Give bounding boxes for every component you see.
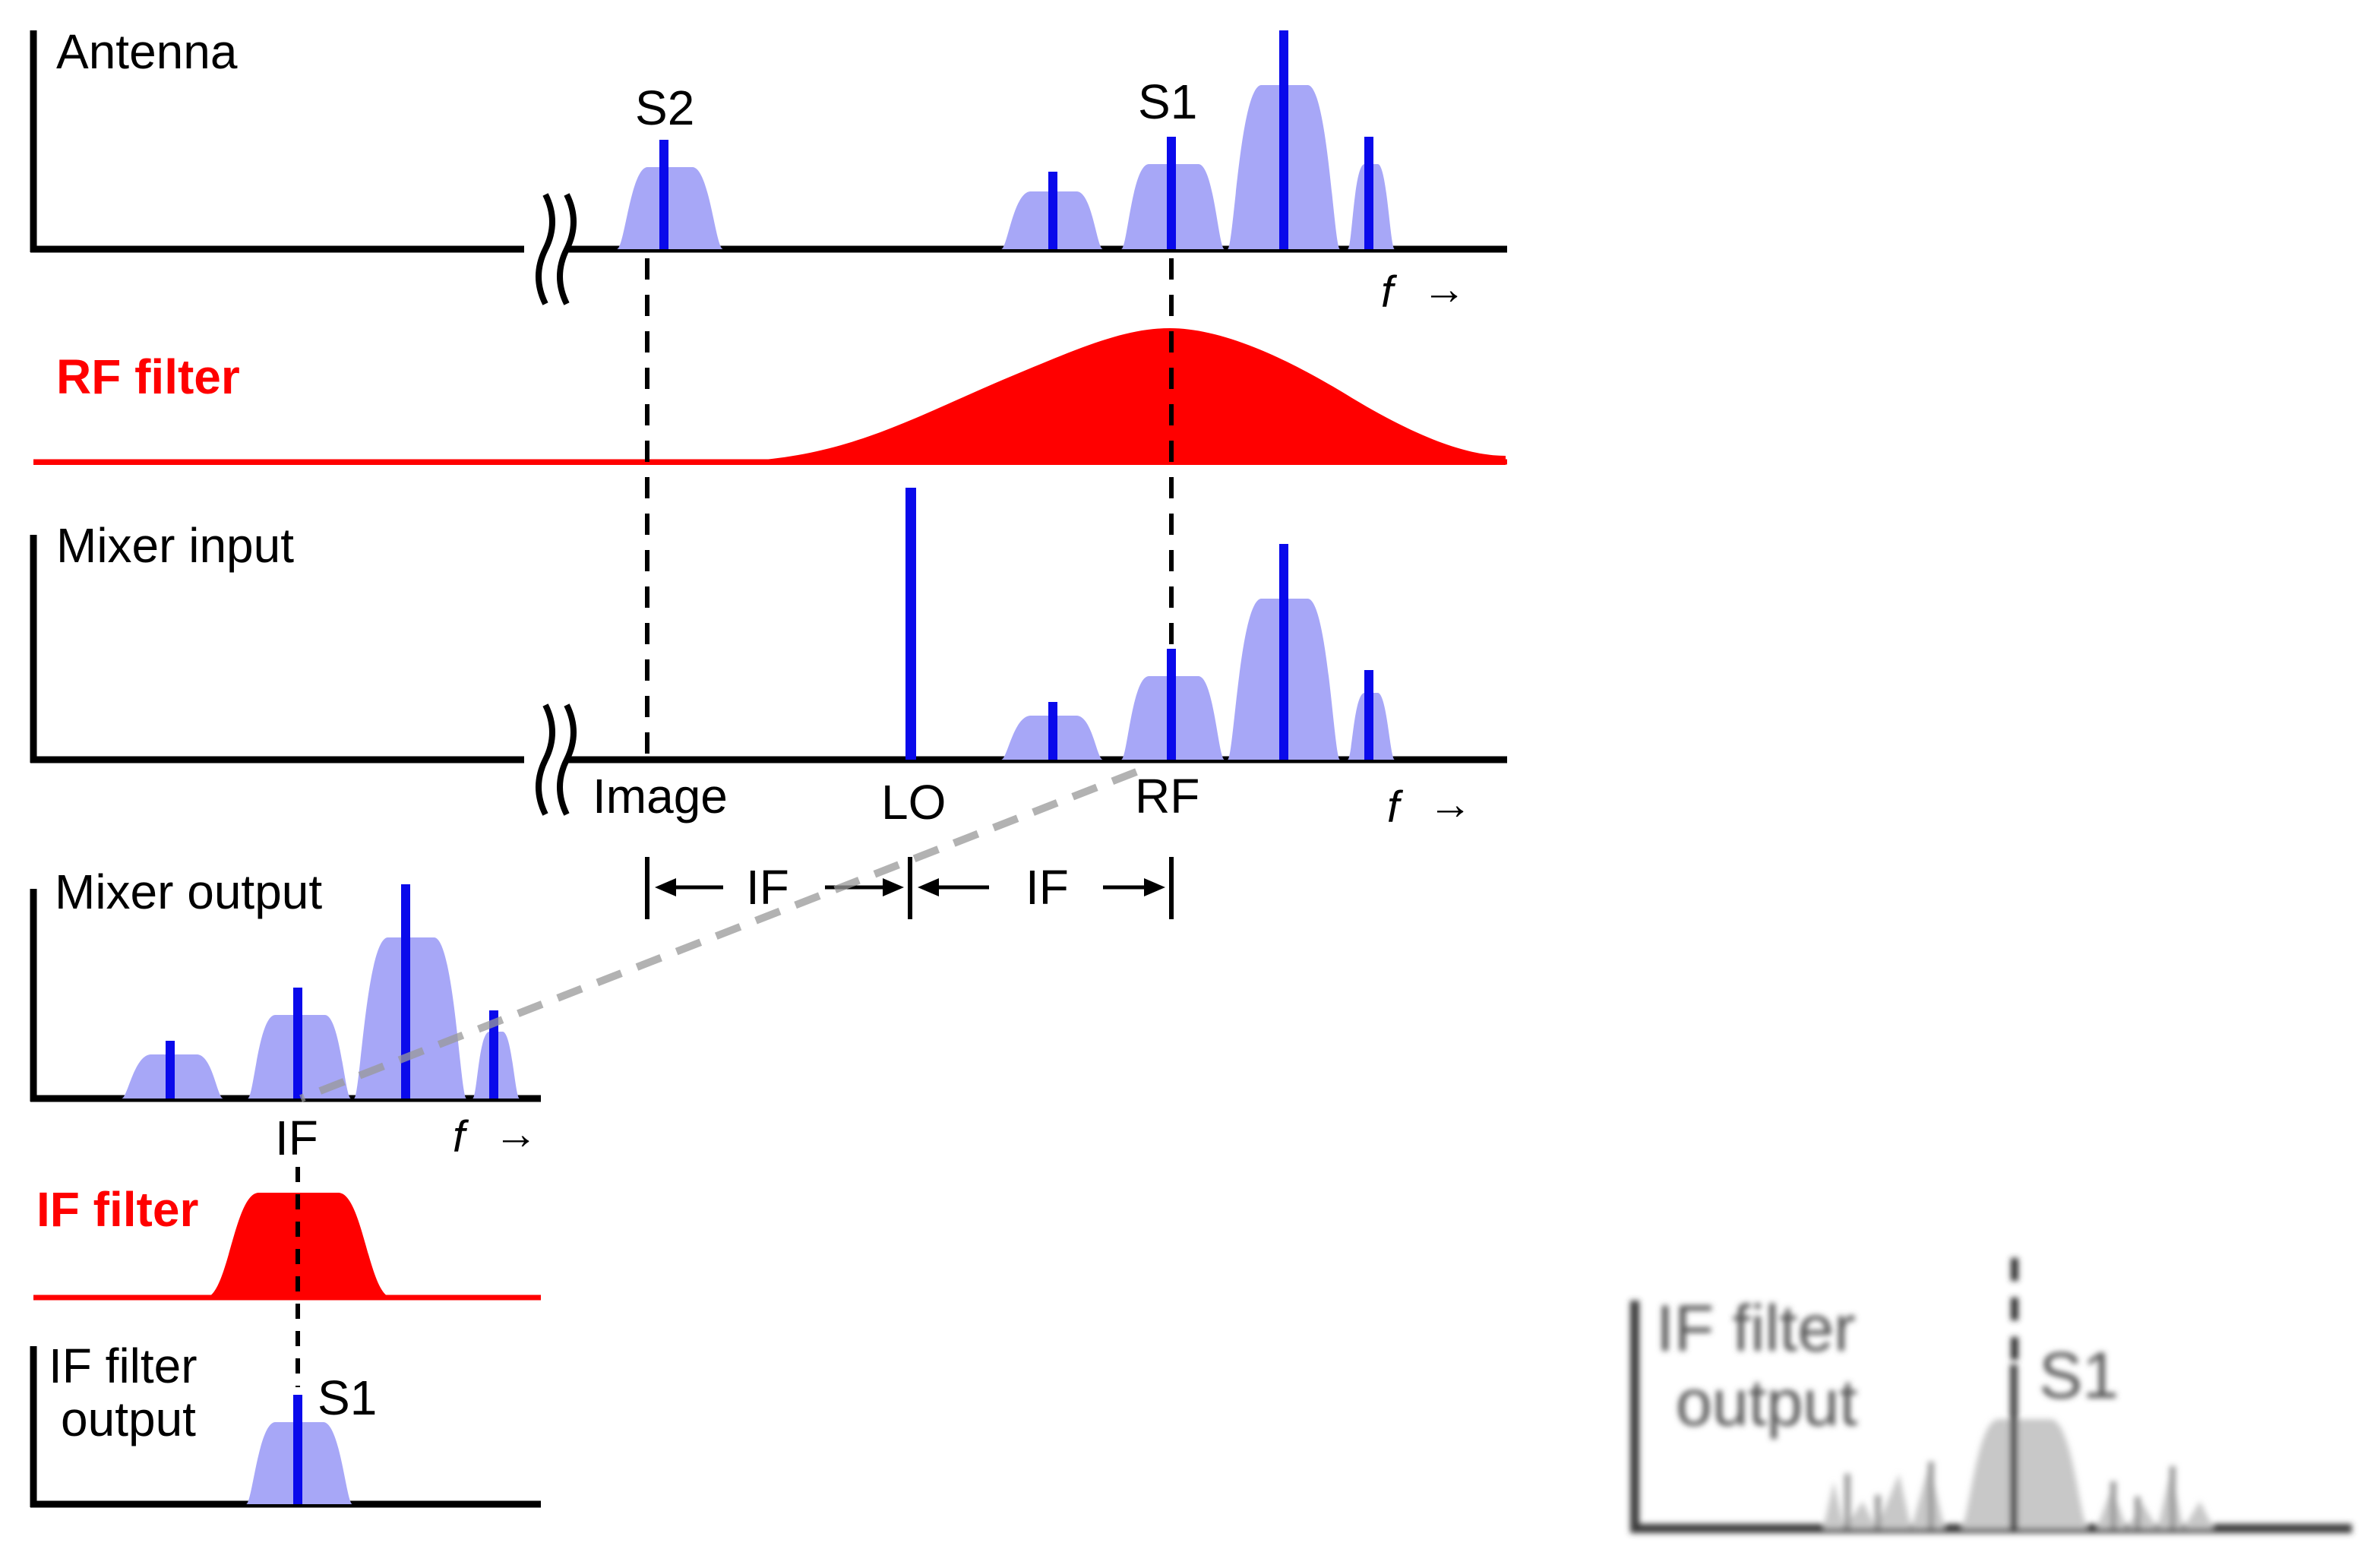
- if-left-arrowhead-b: [883, 878, 904, 896]
- mixer-input-f-arrow: →: [1428, 779, 1472, 829]
- if-left-arrowhead-a: [655, 878, 676, 896]
- rf-filter-panel: RF filter: [33, 328, 1507, 465]
- if-spacing-markers: IF IF: [645, 857, 1174, 919]
- antenna-s2-carrier: [659, 140, 668, 249]
- frequency-guides: [645, 258, 1174, 757]
- if-output-label-line1: IF filter: [49, 1339, 198, 1393]
- zoom-left-spur3: [1928, 1462, 1934, 1528]
- zoom-right-residue: [2097, 1469, 2214, 1528]
- mixer-output-strong-carrier: [401, 884, 410, 1099]
- mixer-output-label: Mixer output: [55, 865, 322, 919]
- mixer-output-s1-carrier: [293, 988, 302, 1099]
- if-filter-label: IF filter: [36, 1182, 198, 1237]
- zoom-label-line1: IF filter: [1656, 1292, 1856, 1365]
- mixer-output-adj1-carrier: [166, 1041, 175, 1099]
- antenna-adj2-carrier: [1364, 137, 1373, 249]
- lo-carrier: [905, 488, 916, 760]
- mixer-input-panel: Mixer input Image LO RF f →: [30, 488, 1507, 832]
- mixer-output-panel: Mixer output IF f →: [30, 865, 541, 1165]
- mixer-output-f-axis-label: f: [453, 1112, 469, 1162]
- antenna-s2-bump: [617, 167, 723, 249]
- if-output-label-line2: output: [61, 1392, 196, 1446]
- antenna-adj1-carrier: [1048, 172, 1057, 249]
- image-frequency-label: Image: [593, 769, 728, 824]
- antenna-strong-carrier: [1279, 30, 1288, 249]
- rf-filter-response: [33, 328, 1506, 465]
- if-left-label: IF: [746, 860, 789, 915]
- antenna-f-arrow: →: [1422, 264, 1466, 314]
- zoom-s1-label: S1: [2039, 1339, 2119, 1412]
- if-right-label: IF: [1026, 860, 1069, 915]
- if-filter-panel: IF filter: [33, 1182, 541, 1301]
- mixer-output-f-arrow: →: [494, 1109, 538, 1159]
- if-output-s1-label: S1: [318, 1370, 377, 1425]
- if-output-s1-carrier: [293, 1395, 302, 1504]
- if-frequency-label: IF: [275, 1111, 318, 1165]
- antenna-label: Antenna: [56, 24, 238, 79]
- zoom-center-bump: [1960, 1419, 2089, 1528]
- rf-frequency-label: RF: [1135, 769, 1199, 824]
- mixer-input-strong-carrier: [1279, 544, 1288, 760]
- antenna-s2-label: S2: [635, 81, 694, 135]
- mixer-input-adj1-carrier: [1048, 702, 1057, 760]
- zoom-right-spur2: [2135, 1497, 2141, 1528]
- if-filter-output-panel: IF filter output S1: [30, 1339, 541, 1508]
- if-right-arrowhead-b: [1144, 878, 1165, 896]
- rf-filter-label: RF filter: [56, 349, 240, 404]
- antenna-axis-break: [536, 193, 577, 305]
- antenna-s1-carrier: [1167, 137, 1176, 249]
- mixer-input-label: Mixer input: [56, 518, 294, 573]
- lo-frequency-label: LO: [881, 775, 946, 830]
- zoom-label-line2: output: [1676, 1367, 1857, 1440]
- zoom-right-spur3: [2170, 1466, 2176, 1528]
- mixer-input-axis-break: [536, 703, 577, 816]
- antenna-panel: Antenna S2 S1 f →: [30, 24, 1507, 317]
- zoom-left-spur1: [1844, 1474, 1850, 1528]
- zoom-s1-carrier: [2010, 1364, 2018, 1528]
- zoom-left-spur2: [1875, 1495, 1881, 1528]
- antenna-f-axis-label: f: [1381, 267, 1398, 317]
- zoom-right-spur1: [2110, 1481, 2116, 1528]
- zoomed-if-output-panel: IF filter output S1: [1630, 1258, 2352, 1533]
- mixer-output-adj2-carrier: [489, 1010, 498, 1099]
- mixer-input-f-axis-label: f: [1387, 782, 1404, 832]
- mixer-input-adj2-carrier: [1364, 670, 1373, 760]
- zoom-left-residue: [1823, 1463, 1945, 1528]
- if-filter-response: [205, 1193, 392, 1298]
- antenna-s1-label: S1: [1138, 74, 1197, 129]
- rf-to-if-conversion-line: [299, 768, 1138, 1102]
- if-right-arrowhead-a: [918, 878, 939, 896]
- mixer-input-s1-carrier: [1167, 649, 1176, 760]
